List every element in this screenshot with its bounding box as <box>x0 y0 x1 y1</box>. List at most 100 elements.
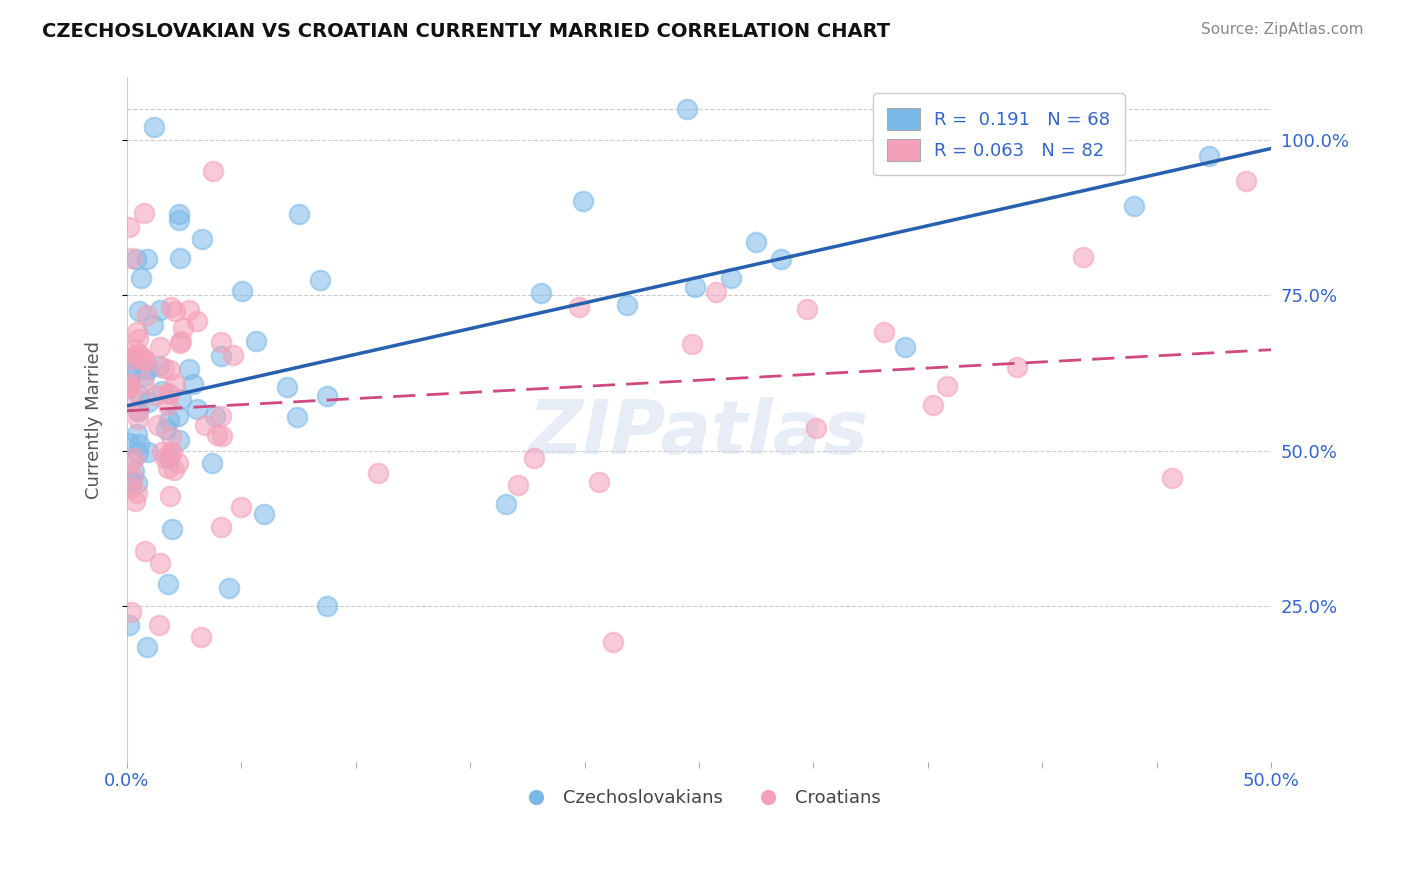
Point <box>160 522 183 536</box>
Point <box>170 392 193 406</box>
Point <box>135 640 157 655</box>
Point <box>169 434 191 448</box>
Point <box>209 520 232 534</box>
Point <box>308 273 330 287</box>
Point <box>128 347 150 361</box>
Point <box>616 298 638 312</box>
Point <box>770 252 793 267</box>
Point <box>218 581 240 595</box>
Point <box>155 451 177 466</box>
Point <box>142 120 165 135</box>
Point <box>128 304 150 318</box>
Point <box>152 361 174 376</box>
Point <box>167 409 190 424</box>
Point <box>134 544 156 558</box>
Point <box>159 489 181 503</box>
Point <box>159 363 181 377</box>
Point <box>190 631 212 645</box>
Point <box>150 445 173 459</box>
Point <box>149 340 172 354</box>
Point <box>186 314 208 328</box>
Point <box>169 251 191 265</box>
Point <box>194 417 217 432</box>
Point <box>157 460 180 475</box>
Text: ZIPatlas: ZIPatlas <box>529 397 869 470</box>
Point <box>165 376 187 391</box>
Point <box>132 206 155 220</box>
Point <box>127 332 149 346</box>
Point <box>157 398 180 412</box>
Point <box>135 355 157 369</box>
Point <box>120 456 142 470</box>
Point <box>495 497 517 511</box>
Point <box>523 451 546 466</box>
Point <box>253 507 276 521</box>
Point <box>179 303 201 318</box>
Point <box>120 390 142 404</box>
Legend: Czechoslovakians, Croatians: Czechoslovakians, Croatians <box>510 782 887 814</box>
Point <box>150 384 173 399</box>
Point <box>136 445 159 459</box>
Point <box>530 286 553 301</box>
Point <box>177 362 200 376</box>
Point <box>127 402 149 417</box>
Point <box>128 389 150 403</box>
Point <box>148 618 170 632</box>
Point <box>568 300 591 314</box>
Point <box>124 252 146 267</box>
Point <box>209 349 232 363</box>
Point <box>124 348 146 362</box>
Point <box>127 404 149 418</box>
Point <box>145 388 167 402</box>
Point <box>191 232 214 246</box>
Point <box>1198 148 1220 162</box>
Point <box>745 235 768 250</box>
Point <box>245 334 267 349</box>
Point <box>132 352 155 367</box>
Point <box>160 430 183 444</box>
Point <box>172 321 194 335</box>
Point <box>159 445 181 459</box>
Point <box>132 376 155 390</box>
Point <box>602 635 624 649</box>
Point <box>120 475 142 489</box>
Point <box>169 334 191 348</box>
Point <box>127 446 149 460</box>
Point <box>122 343 145 357</box>
Point <box>148 359 170 374</box>
Point <box>316 599 339 614</box>
Point <box>186 402 208 417</box>
Point <box>804 421 827 435</box>
Point <box>136 362 159 376</box>
Point <box>1101 115 1123 129</box>
Point <box>129 270 152 285</box>
Point <box>1234 173 1257 187</box>
Point <box>676 102 699 116</box>
Point <box>118 366 141 380</box>
Point <box>165 304 187 318</box>
Point <box>124 464 146 478</box>
Point <box>149 557 172 571</box>
Point <box>681 336 703 351</box>
Point <box>202 163 225 178</box>
Point <box>276 380 298 394</box>
Point <box>160 444 183 458</box>
Point <box>127 325 149 339</box>
Point <box>229 500 252 515</box>
Point <box>167 207 190 221</box>
Point <box>704 285 727 299</box>
Point <box>683 280 706 294</box>
Point <box>125 426 148 441</box>
Point <box>118 380 141 394</box>
Point <box>169 336 191 351</box>
Point <box>211 429 233 443</box>
Point <box>506 478 529 492</box>
Point <box>125 476 148 491</box>
Point <box>1122 199 1144 213</box>
Point <box>894 340 917 354</box>
Point <box>873 325 896 339</box>
Point <box>159 451 181 466</box>
Point <box>209 409 232 423</box>
Point <box>160 300 183 314</box>
Point <box>201 457 224 471</box>
